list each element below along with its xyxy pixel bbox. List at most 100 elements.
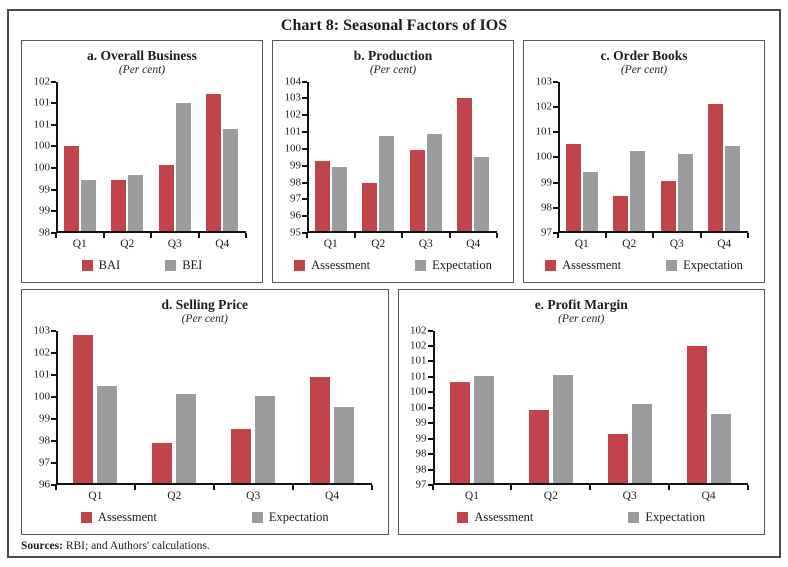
bar-expectation bbox=[97, 386, 118, 483]
plot-area: Q1 Q2 Q3 Q4 bbox=[51, 329, 373, 502]
chart-area: 102 102 101 101 100 100 99 99 98 98 97 Q1 Q2 Q3 Q4 bbox=[405, 325, 749, 502]
bar-assessment bbox=[686, 345, 707, 483]
y-tick-label: 102 bbox=[410, 324, 427, 337]
legend-item-assessment: Assessment bbox=[457, 510, 533, 525]
x-tick-mark bbox=[212, 485, 215, 490]
y-tick-mark bbox=[51, 232, 56, 234]
y-tick-label: 99 bbox=[290, 159, 301, 172]
figure-border: Chart 8: Seasonal Factors of IOS a. Over… bbox=[7, 9, 781, 558]
legend-label: Expectation bbox=[268, 509, 329, 524]
row-top: a. Overall Business (Per cent) 102 101 101 10… bbox=[21, 40, 767, 283]
y-tick-label: 102 bbox=[33, 346, 51, 359]
x-tick-mark bbox=[699, 233, 702, 238]
x-tick-mark bbox=[291, 485, 294, 490]
bar-group-q4 bbox=[669, 331, 748, 483]
x-tick-label: Q3 bbox=[246, 490, 261, 502]
y-tick-label: 102 bbox=[410, 339, 427, 352]
y-tick-mark bbox=[302, 215, 307, 218]
x-tick-mark bbox=[401, 233, 403, 238]
y-tick-label: 101 bbox=[410, 370, 427, 383]
bar-group-q4 bbox=[701, 82, 749, 231]
x-tick-label: Q3 bbox=[167, 238, 182, 250]
chart-area: 104 103 102 101 100 99 98 97 96 95 Q1 Q2 Q3 Q4 bbox=[279, 76, 498, 250]
y-tick-mark bbox=[302, 164, 307, 167]
x-tick-mark bbox=[102, 233, 105, 238]
chart-area: 103 102 101 100 99 98 97 96 Q1 Q2 Q3 Q4 bbox=[28, 325, 373, 502]
x-tick-label: Q4 bbox=[325, 490, 340, 502]
y-axis-labels: 102 102 101 101 100 100 99 99 98 98 97 bbox=[405, 325, 433, 490]
bar-expectation bbox=[582, 172, 598, 231]
panel-title: c. Order Books bbox=[600, 48, 688, 63]
bar-expectation bbox=[379, 136, 395, 231]
sources-note: Sources: RBI; and Authors' calculations. bbox=[21, 540, 767, 552]
x-tick-label: Q4 bbox=[215, 238, 230, 250]
y-tick-mark bbox=[302, 181, 307, 184]
y-tick-label: 97 bbox=[415, 478, 427, 491]
y-tick-mark bbox=[302, 114, 307, 117]
y-tick-mark bbox=[427, 375, 433, 378]
y-tick-label: 100 bbox=[410, 385, 427, 398]
y-tick-label: 98 bbox=[290, 176, 301, 188]
panel-title: b. Production bbox=[353, 48, 433, 63]
bar-group-q1 bbox=[307, 82, 355, 231]
y-tick-label: 102 bbox=[284, 108, 302, 121]
y-tick-label: 100 bbox=[535, 150, 553, 163]
bar-expectation bbox=[630, 151, 646, 231]
legend-item-bai: BAI bbox=[81, 258, 120, 273]
x-tick-label: Q1 bbox=[72, 238, 87, 250]
y-tick-label: 98 bbox=[415, 447, 427, 460]
legend-item-assessment: Assessment bbox=[545, 258, 621, 273]
bar-assessment bbox=[457, 98, 473, 231]
bar-assessment bbox=[660, 181, 676, 231]
y-tick-label: 99 bbox=[39, 204, 50, 217]
bar-expectation bbox=[710, 414, 731, 483]
bar-group-q3 bbox=[402, 82, 450, 231]
legend-label: Assessment bbox=[97, 509, 157, 524]
legend-label: Assessment bbox=[311, 257, 371, 272]
panel-title: a. Overall Business bbox=[87, 48, 197, 63]
y-tick-label: 99 bbox=[415, 416, 427, 429]
x-tick-mark bbox=[150, 233, 152, 238]
x-tick-label: Q4 bbox=[466, 238, 481, 250]
x-tick-label: Q1 bbox=[88, 490, 103, 502]
bar-expectation bbox=[473, 376, 494, 483]
panel-selling-price: d. Selling Price (Per cent) 103 102 101 100 99… bbox=[21, 289, 389, 535]
y-tick-mark bbox=[51, 484, 56, 486]
y-axis-line bbox=[432, 330, 435, 485]
legend-label: Assessment bbox=[562, 257, 622, 272]
bar-assessment bbox=[362, 182, 378, 231]
y-tick-mark bbox=[302, 198, 307, 201]
bar-expectation bbox=[331, 167, 347, 231]
expectation-swatch-icon bbox=[251, 511, 263, 523]
bar-group-q2 bbox=[135, 331, 214, 483]
x-tick-label: Q3 bbox=[669, 238, 684, 250]
y-tick-mark bbox=[51, 123, 56, 126]
y-axis-line bbox=[558, 81, 560, 233]
bar-assessment bbox=[708, 103, 724, 231]
bar-expectation bbox=[677, 153, 693, 231]
x-tick-label: Q2 bbox=[543, 490, 558, 502]
y-tick-label: 97 bbox=[290, 192, 301, 205]
x-tick-label: Q2 bbox=[167, 490, 182, 502]
panel-subtitle: (Per cent) bbox=[558, 312, 605, 325]
x-tick-mark bbox=[353, 233, 356, 238]
y-tick-label: 98 bbox=[541, 201, 552, 214]
y-tick-label: 101 bbox=[33, 96, 51, 109]
sources-label: Sources: bbox=[21, 540, 63, 552]
bar-group-q3 bbox=[151, 82, 199, 231]
legend-item-bei: BEI bbox=[165, 258, 202, 273]
y-tick-label: 96 bbox=[39, 478, 50, 491]
bar-assessment bbox=[613, 196, 629, 231]
x-tick-mark bbox=[510, 485, 513, 490]
panel-subtitle: (Per cent) bbox=[118, 63, 166, 76]
y-tick-mark bbox=[553, 80, 558, 83]
bar-expectation bbox=[176, 393, 197, 483]
chart-area: 102 101 101 100 100 99 99 98 Q1 Q2 Q3 Q4 bbox=[28, 76, 247, 250]
y-tick-mark bbox=[427, 437, 433, 440]
panel-profit-margin: e. Profit Margin (Per cent) 102 102 101 101 10… bbox=[397, 289, 765, 535]
y-tick-label: 103 bbox=[284, 91, 302, 104]
panel-subtitle: (Per cent) bbox=[369, 63, 417, 76]
y-tick-mark bbox=[51, 145, 56, 148]
y-tick-label: 95 bbox=[290, 226, 301, 239]
y-tick-label: 101 bbox=[284, 125, 302, 138]
